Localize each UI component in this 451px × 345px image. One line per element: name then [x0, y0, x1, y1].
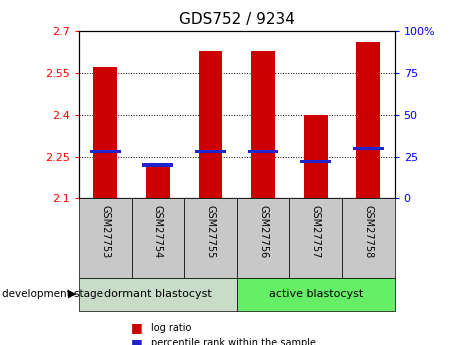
Bar: [90, 150, 120, 153]
Bar: [93, 67, 117, 198]
Text: development stage: development stage: [2, 289, 103, 299]
Text: GSM27758: GSM27758: [364, 205, 373, 258]
Text: active blastocyst: active blastocyst: [269, 289, 363, 299]
Text: ■: ■: [131, 337, 143, 345]
Bar: [356, 42, 380, 198]
Bar: [248, 150, 278, 153]
Bar: [143, 163, 173, 167]
Bar: [198, 51, 222, 198]
Bar: [304, 115, 327, 198]
Text: GSM27753: GSM27753: [100, 205, 110, 258]
Bar: [353, 147, 384, 150]
Text: GSM27757: GSM27757: [311, 205, 321, 258]
Text: GSM27755: GSM27755: [206, 205, 216, 258]
Bar: [251, 51, 275, 198]
Bar: [146, 166, 170, 198]
Text: GSM27754: GSM27754: [153, 205, 163, 258]
Bar: [300, 160, 331, 163]
Text: percentile rank within the sample: percentile rank within the sample: [151, 338, 316, 345]
Text: ▶: ▶: [68, 289, 77, 299]
Text: ■: ■: [131, 321, 143, 334]
Text: log ratio: log ratio: [151, 323, 192, 333]
Text: dormant blastocyst: dormant blastocyst: [104, 289, 212, 299]
Bar: [195, 150, 226, 153]
Title: GDS752 / 9234: GDS752 / 9234: [179, 12, 295, 27]
Text: GSM27756: GSM27756: [258, 205, 268, 258]
